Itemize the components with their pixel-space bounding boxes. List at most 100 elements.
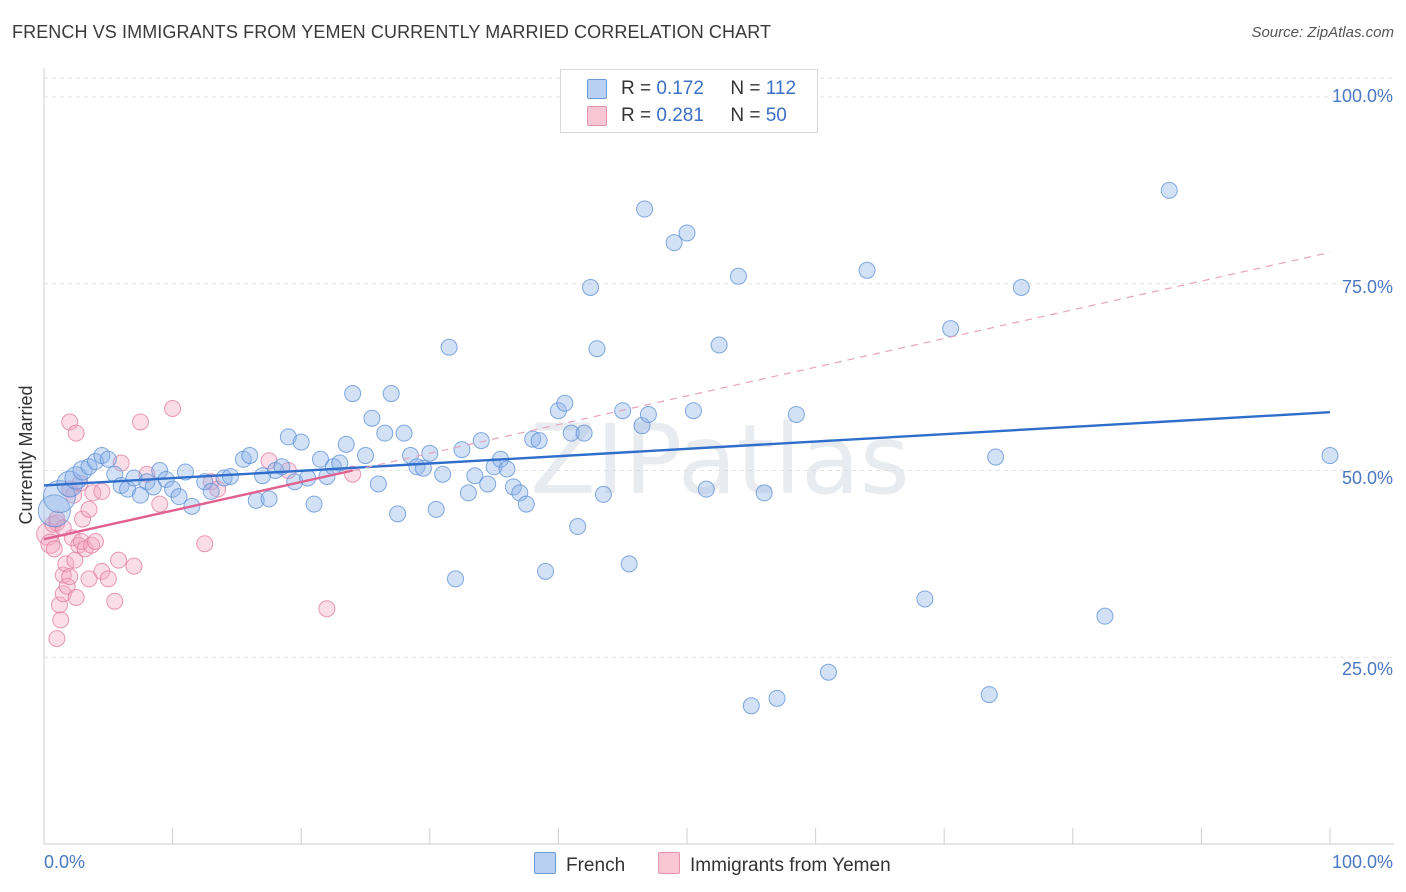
data-point: [787, 405, 805, 423]
data-point: [916, 590, 934, 608]
r-label: R =: [621, 78, 652, 99]
data-point: [48, 630, 66, 648]
data-point: [710, 336, 728, 354]
data-point: [45, 540, 63, 558]
data-point: [37, 494, 71, 528]
data-point: [453, 441, 471, 459]
data-point: [858, 261, 876, 279]
data-point: [942, 320, 960, 338]
data-point: [279, 428, 297, 446]
data-point: [408, 458, 426, 476]
data-point: [434, 465, 452, 483]
data-point: [382, 385, 400, 403]
y-tick-label: 50.0%: [1341, 468, 1393, 488]
data-point: [376, 424, 394, 442]
data-point: [311, 450, 329, 468]
data-point: [479, 475, 497, 493]
data-point: [42, 480, 76, 514]
data-point: [86, 532, 104, 550]
data-point: [504, 478, 522, 496]
data-point: [1321, 447, 1339, 465]
yemen-trend-extension: [352, 251, 1331, 472]
data-point: [99, 450, 117, 468]
data-point: [517, 495, 535, 513]
data-point: [582, 278, 600, 296]
data-point: [54, 566, 72, 584]
correlation-legend: R = 0.172 N = 112 R = 0.281 N = 50: [560, 69, 818, 133]
data-point: [636, 200, 654, 218]
data-point: [125, 469, 143, 487]
data-point: [556, 394, 574, 412]
legend-label: Immigrants from Yemen: [690, 855, 891, 876]
data-point: [344, 385, 362, 403]
legend-item-french: French: [534, 852, 625, 877]
data-point: [202, 482, 220, 500]
y-tick-label: 75.0%: [1341, 277, 1393, 297]
data-point: [1012, 278, 1030, 296]
data-point: [93, 482, 111, 500]
data-point: [305, 495, 323, 513]
data-point: [697, 480, 715, 498]
data-point: [395, 424, 413, 442]
data-point: [588, 340, 606, 358]
watermark: ZIPatlas: [530, 404, 910, 516]
data-point: [639, 405, 657, 423]
yemen-trend-line: [43, 469, 353, 541]
legend-item-yemen: Immigrants from Yemen: [658, 852, 891, 877]
yemen-points: [36, 399, 362, 648]
data-point: [363, 409, 381, 427]
data-point: [151, 495, 169, 513]
data-point: [440, 338, 458, 356]
data-point: [221, 467, 239, 485]
data-point: [562, 424, 580, 442]
data-point: [498, 460, 516, 478]
y-tick-label: 100.0%: [1331, 86, 1393, 106]
data-point: [684, 402, 702, 420]
data-point: [819, 663, 837, 681]
french-swatch: [587, 79, 607, 99]
data-point: [987, 448, 1005, 466]
data-point: [575, 424, 593, 442]
axes: [43, 68, 1394, 845]
data-point: [369, 475, 387, 493]
data-point: [80, 570, 98, 588]
data-point: [768, 689, 786, 707]
data-point: [99, 570, 117, 588]
data-point: [665, 234, 683, 252]
french-swatch: [534, 852, 556, 874]
data-point: [1096, 607, 1114, 625]
data-point: [67, 588, 85, 606]
data-point: [58, 577, 76, 595]
r-value: 0.281: [656, 105, 704, 126]
data-point: [67, 424, 85, 442]
data-point: [80, 500, 98, 518]
data-point: [331, 454, 349, 472]
data-point: [170, 488, 188, 506]
data-point: [524, 430, 542, 448]
data-point: [125, 557, 143, 575]
data-point: [755, 484, 773, 502]
chart-title: FRENCH VS IMMIGRANTS FROM YEMEN CURRENTL…: [12, 22, 772, 42]
data-point: [299, 469, 317, 487]
data-point: [537, 562, 555, 580]
r-label: R =: [621, 105, 652, 126]
n-label: N =: [730, 78, 761, 99]
data-point: [86, 453, 104, 471]
n-value: 112: [765, 78, 797, 99]
data-point: [459, 484, 477, 502]
data-point: [357, 447, 374, 465]
data-point: [131, 413, 149, 431]
data-point: [980, 686, 998, 704]
data-point: [292, 433, 310, 451]
data-point: [569, 518, 587, 536]
data-point: [84, 484, 102, 502]
french-trend-line: [43, 411, 1331, 487]
data-point: [106, 592, 124, 610]
data-point: [61, 568, 79, 586]
legend-label: French: [566, 855, 626, 876]
data-point: [52, 611, 70, 629]
data-point: [389, 505, 407, 523]
data-point: [427, 500, 445, 518]
y-tick-label: 25.0%: [1341, 659, 1393, 679]
data-point: [72, 460, 93, 481]
